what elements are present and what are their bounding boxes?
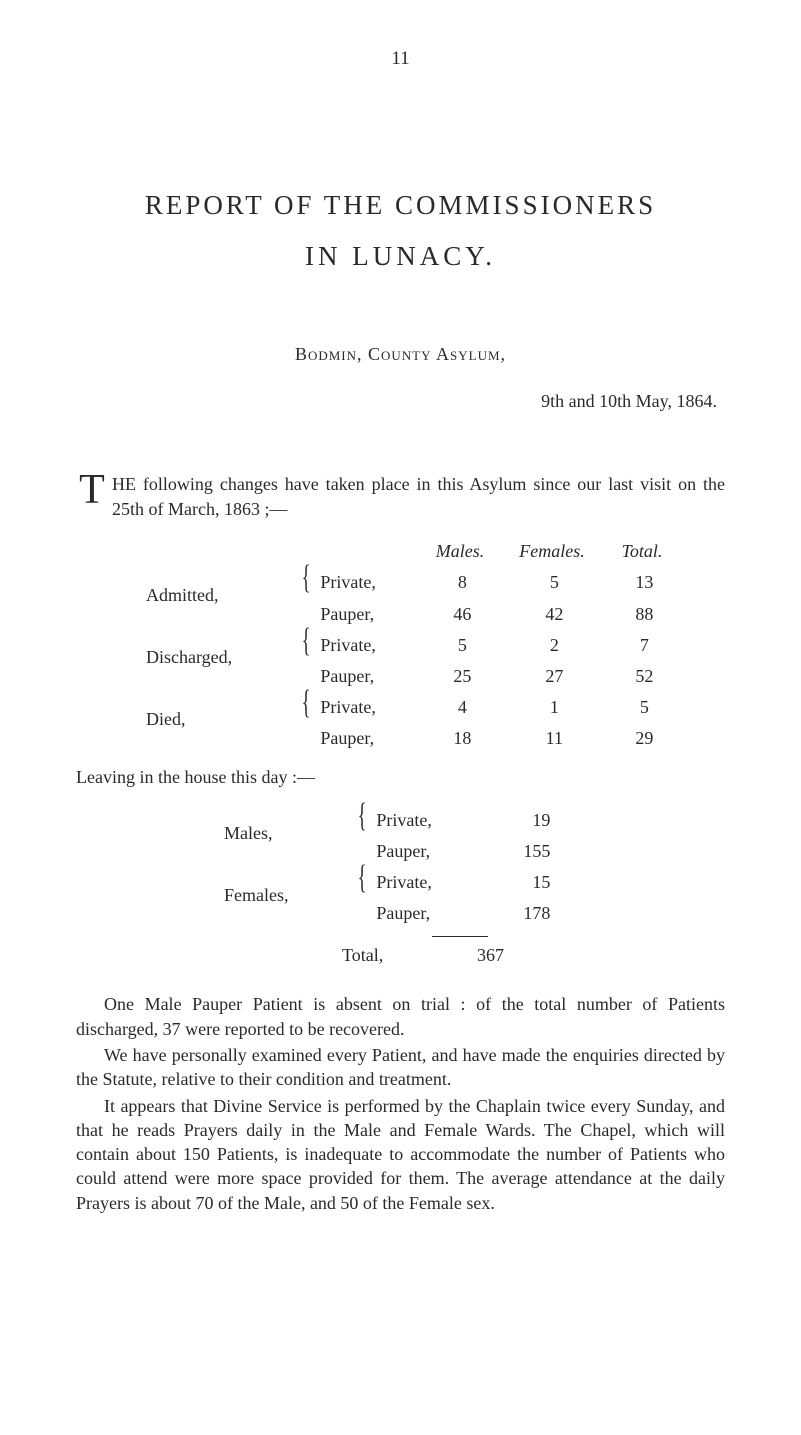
cell-males: 25	[420, 663, 504, 689]
table-row: { Private, 5 2 7	[298, 627, 725, 658]
table-row: { Private, 4 1 5	[298, 689, 725, 720]
brace-icon: {	[358, 802, 367, 829]
label-text: Females,	[224, 885, 289, 906]
group-died: Died, { Private, 4 1 5 { Pauper, 18 11 2…	[146, 689, 725, 751]
house-table: Males, { Private, 19 { Pauper, 155 Femal…	[224, 802, 725, 926]
row-type: Private,	[320, 632, 420, 658]
brace-icon: {	[358, 864, 367, 891]
body-paragraph: We have personally examined every Patien…	[76, 1043, 725, 1092]
cell-value: 19	[476, 807, 550, 833]
total-value: 367	[444, 945, 504, 966]
row-type: Pauper,	[376, 838, 476, 864]
body-paragraph: One Male Pauper Patient is absent on tri…	[76, 992, 725, 1041]
row-type: Private,	[320, 694, 420, 720]
header-females: Females.	[502, 538, 602, 564]
row-type: Pauper,	[320, 663, 420, 689]
report-title-line-1: REPORT OF THE COMMISSIONERS	[76, 190, 725, 221]
group-discharged: Discharged, { Private, 5 2 7 { Pauper, 2…	[146, 627, 725, 689]
table-row: { Private, 19	[354, 802, 725, 833]
cell-males: 46	[420, 601, 504, 627]
cell-males: 5	[420, 632, 504, 658]
row-type: Pauper,	[320, 725, 420, 751]
cell-males: 18	[420, 725, 504, 751]
brace-icon: {	[302, 564, 311, 591]
cell-females: 27	[504, 663, 604, 689]
group-females: Females, { Private, 15 { Pauper, 178	[224, 864, 725, 926]
leaving-line: Leaving in the house this day :—	[76, 767, 725, 788]
label-text: Discharged,	[146, 647, 232, 668]
table-row: { Private, 15	[354, 864, 725, 895]
total-block: Total, 367	[76, 936, 725, 966]
cell-value: 155	[476, 838, 550, 864]
report-title-line-2: IN LUNACY.	[76, 241, 725, 272]
header-total: Total.	[602, 538, 682, 564]
label-text: Admitted,	[146, 585, 219, 606]
cell-females: 11	[504, 725, 604, 751]
cell-value: 15	[476, 869, 550, 895]
intro-text: HE following changes have taken place in…	[112, 474, 725, 519]
table-row: { Pauper, 25 27 52	[298, 658, 725, 689]
drop-cap: T	[76, 469, 108, 511]
row-type: Private,	[376, 807, 476, 833]
group-males: Males, { Private, 19 { Pauper, 155	[224, 802, 725, 864]
group-label: Admitted,	[146, 564, 298, 626]
group-label: Males,	[224, 802, 354, 864]
cell-total: 88	[604, 601, 684, 627]
table-row: { Private, 8 5 13	[298, 564, 725, 595]
cell-total: 13	[604, 569, 684, 595]
table-header-row: Males. Females. Total.	[146, 538, 725, 564]
label-text: Died,	[146, 709, 186, 730]
cell-females: 5	[504, 569, 604, 595]
group-admitted: Admitted, { Private, 8 5 13 { Pauper, 46…	[146, 564, 725, 626]
location-line: Bodmin, County Asylum,	[76, 344, 725, 365]
row-type: Pauper,	[376, 900, 476, 926]
cell-males: 8	[420, 569, 504, 595]
table-row: { Pauper, 46 42 88	[298, 596, 725, 627]
cell-total: 5	[604, 694, 684, 720]
page-number: 11	[76, 48, 725, 70]
table-row: { Pauper, 178	[354, 895, 725, 926]
group-label: Died,	[146, 689, 298, 751]
table-row: { Pauper, 18 11 29	[298, 720, 725, 751]
intro-paragraph: T HE following changes have taken place …	[76, 472, 725, 522]
table-row: { Pauper, 155	[354, 833, 725, 864]
row-type: Pauper,	[320, 601, 420, 627]
row-type: Private,	[376, 869, 476, 895]
cell-females: 1	[504, 694, 604, 720]
brace-icon: {	[302, 627, 311, 654]
cell-females: 42	[504, 601, 604, 627]
row-type: Private,	[320, 569, 420, 595]
cell-total: 7	[604, 632, 684, 658]
cell-females: 2	[504, 632, 604, 658]
admissions-table: Males. Females. Total. Admitted, { Priva…	[146, 538, 725, 751]
group-label: Females,	[224, 864, 354, 926]
date-line: 9th and 10th May, 1864.	[76, 391, 725, 412]
total-rule	[432, 936, 488, 937]
total-label: Total,	[342, 945, 444, 966]
group-label: Discharged,	[146, 627, 298, 689]
header-males: Males.	[418, 538, 502, 564]
cell-total: 29	[604, 725, 684, 751]
cell-value: 178	[476, 900, 550, 926]
cell-males: 4	[420, 694, 504, 720]
cell-total: 52	[604, 663, 684, 689]
label-text: Males,	[224, 823, 273, 844]
brace-icon: {	[302, 689, 311, 716]
body-paragraph: It appears that Divine Service is perfor…	[76, 1094, 725, 1215]
